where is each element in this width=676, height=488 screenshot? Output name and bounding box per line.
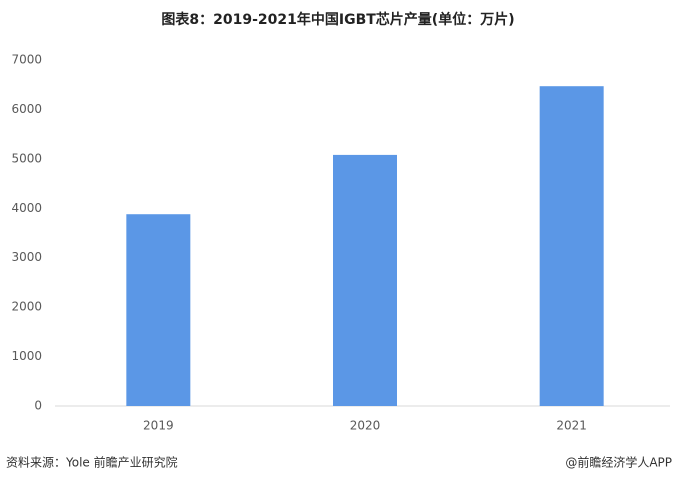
- x-tick-label: 2020: [350, 419, 381, 433]
- y-tick-label: 0: [34, 399, 42, 413]
- bar: [539, 86, 604, 406]
- y-tick-label: 3000: [11, 250, 42, 264]
- credit: @前瞻经济学人APP: [565, 455, 672, 470]
- y-tick-label: 7000: [11, 53, 42, 67]
- chart-title: 图表8：2019-2021年中国IGBT芯片产量(单位：万片): [161, 11, 514, 28]
- y-tick-label: 6000: [11, 102, 42, 116]
- bar: [126, 214, 191, 406]
- source-note: 资料来源：Yole 前瞻产业研究院: [6, 455, 178, 470]
- y-tick-label: 5000: [11, 151, 42, 165]
- bar: [333, 154, 397, 406]
- x-tick-label: 2019: [143, 419, 174, 433]
- y-tick-label: 1000: [11, 349, 42, 363]
- y-tick-label: 2000: [11, 300, 42, 314]
- x-tick-label: 2021: [556, 419, 587, 433]
- y-tick-label: 4000: [11, 201, 42, 215]
